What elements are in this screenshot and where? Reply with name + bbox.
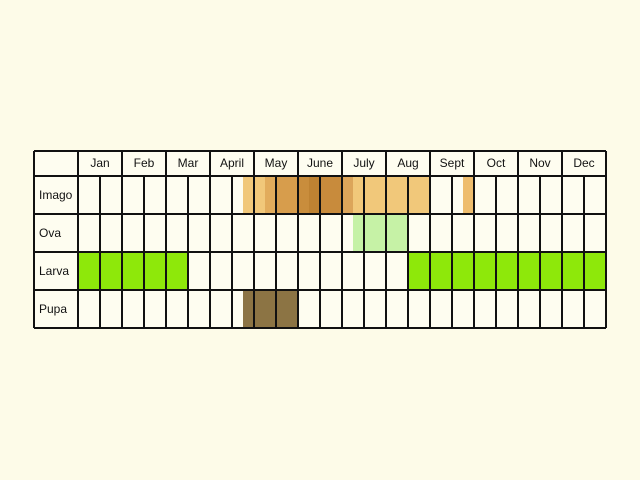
activity-larva-0: [78, 252, 188, 290]
activity-imago-4: [309, 176, 320, 214]
month-label: May: [265, 156, 288, 170]
month-label: Oct: [487, 156, 506, 170]
month-label: July: [353, 156, 374, 170]
activity-imago-5: [320, 176, 342, 214]
activity-imago-2: [276, 176, 298, 214]
activity-pupa-0: [243, 290, 298, 328]
activity-imago-7: [353, 176, 430, 214]
activity-imago-1: [265, 176, 276, 214]
month-label: Nov: [529, 156, 550, 170]
activity-imago-6: [342, 176, 353, 214]
activity-larva-1: [254, 252, 276, 290]
stage-label-larva: Larva: [39, 264, 69, 278]
stage-label-ova: Ova: [39, 226, 61, 240]
activity-larva-2: [276, 252, 342, 290]
month-label: Jan: [90, 156, 109, 170]
month-label: Feb: [134, 156, 155, 170]
activity-imago-8: [463, 176, 474, 214]
month-label: June: [307, 156, 333, 170]
month-label: Sept: [440, 156, 465, 170]
activity-ova-0: [353, 214, 408, 252]
month-label: Mar: [178, 156, 199, 170]
month-label: April: [220, 156, 244, 170]
month-label: Aug: [397, 156, 418, 170]
chart-labels: Jan Feb Mar April May June July Aug Sept Oct Nov De…: [39, 156, 595, 316]
stage-label-imago: Imago: [39, 188, 73, 202]
activity-imago-3: [298, 176, 309, 214]
month-label: Dec: [573, 156, 594, 170]
stage-label-pupa: Pupa: [39, 302, 67, 316]
activity-larva-3: [408, 252, 606, 290]
chart-grid: [33, 150, 607, 329]
